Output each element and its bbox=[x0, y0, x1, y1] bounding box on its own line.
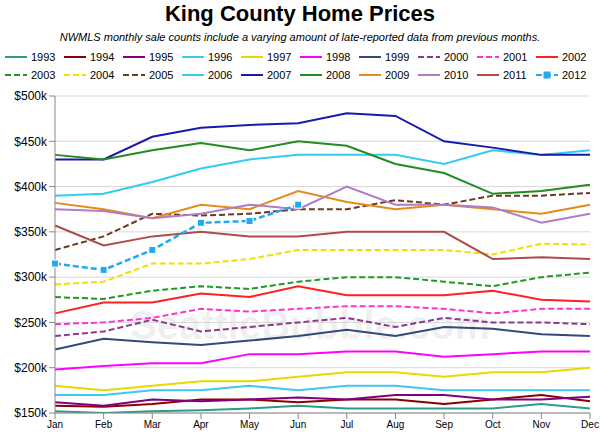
html-text:King County Home Prices: King County Home Prices bbox=[164, 1, 436, 26]
html-text:1994: 1994 bbox=[90, 51, 115, 63]
html-text:2011: 2011 bbox=[503, 69, 527, 81]
html-text:2007: 2007 bbox=[267, 69, 292, 81]
html-text:SeattleBubble.com: SeattleBubble.com bbox=[130, 303, 491, 347]
svg-text:Aug: Aug bbox=[387, 419, 405, 430]
svg-text:$250k: $250k bbox=[14, 316, 48, 330]
svg-text:Sep: Sep bbox=[435, 419, 453, 430]
html-text:1993: 1993 bbox=[31, 51, 56, 63]
html-text:2000: 2000 bbox=[444, 51, 469, 63]
svg-text:$500k: $500k bbox=[14, 89, 48, 103]
html-text:2010: 2010 bbox=[444, 69, 469, 81]
html-text:1997: 1997 bbox=[267, 51, 292, 63]
svg-text:Jul: Jul bbox=[340, 419, 353, 430]
html-text:2001: 2001 bbox=[503, 51, 528, 63]
svg-text:Jan: Jan bbox=[47, 419, 63, 430]
svg-text:May: May bbox=[240, 419, 259, 430]
svg-text:$300k: $300k bbox=[14, 270, 48, 284]
svg-text:$350k: $350k bbox=[14, 225, 48, 239]
svg-text:Nov: Nov bbox=[532, 419, 550, 430]
svg-text:Mar: Mar bbox=[144, 419, 162, 430]
html-text:2012: 2012 bbox=[562, 69, 587, 81]
html-text:NWMLS monthly sale counts incl: NWMLS monthly sale counts include a vary… bbox=[59, 31, 541, 43]
html-text:2004: 2004 bbox=[90, 69, 115, 81]
svg-text:Jun: Jun bbox=[290, 419, 306, 430]
html-text:1996: 1996 bbox=[208, 51, 233, 63]
svg-text:Feb: Feb bbox=[95, 419, 113, 430]
html-text:2005: 2005 bbox=[149, 69, 174, 81]
html-text:2002: 2002 bbox=[562, 51, 587, 63]
html-text:2003: 2003 bbox=[31, 69, 56, 81]
svg-text:Dec: Dec bbox=[581, 419, 592, 430]
html-text:2006: 2006 bbox=[208, 69, 233, 81]
html-text:2009: 2009 bbox=[385, 69, 410, 81]
html-text:1995: 1995 bbox=[149, 51, 174, 63]
svg-text:$200k: $200k bbox=[14, 361, 48, 375]
svg-text:$450k: $450k bbox=[14, 135, 48, 149]
html-text:1998: 1998 bbox=[326, 51, 351, 63]
html-text:1999: 1999 bbox=[385, 51, 410, 63]
svg-text:$150k: $150k bbox=[14, 406, 48, 420]
svg-text:$400k: $400k bbox=[14, 180, 48, 194]
html-text:2008: 2008 bbox=[326, 69, 351, 81]
svg-text:Apr: Apr bbox=[193, 419, 209, 430]
svg-text:Oct: Oct bbox=[485, 419, 501, 430]
